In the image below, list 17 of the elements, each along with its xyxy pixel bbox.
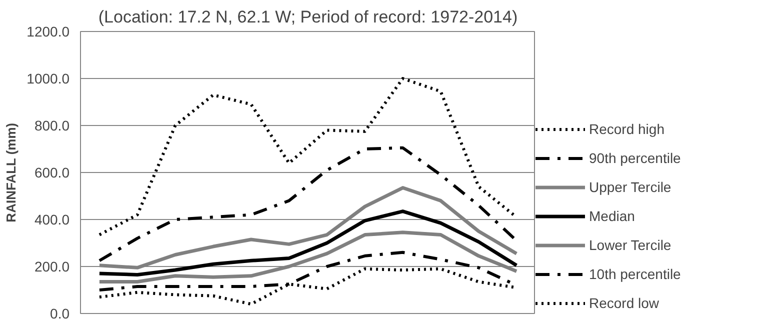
- legend-label: 90th percentile: [589, 150, 681, 166]
- y-axis-title: RAINFALL (mm): [4, 122, 19, 222]
- legend-label: Upper Tercile: [589, 179, 672, 195]
- legend-label: 10th percentile: [589, 266, 681, 282]
- y-tick-label: 1200.0: [26, 24, 70, 40]
- legend-label: Record low: [589, 295, 660, 311]
- y-tick-label: 800.0: [34, 118, 70, 134]
- legend-label: Median: [589, 208, 635, 224]
- legend-label: Lower Tercile: [589, 237, 672, 253]
- line-series: [98, 210, 518, 276]
- y-tick-label: 600.0: [34, 164, 70, 180]
- y-tick-label: 0.0: [50, 306, 70, 321]
- legend-label: Record high: [589, 121, 664, 137]
- chart-title: (Location: 17.2 N, 62.1 W; Period of record: 1972-2014): [98, 8, 518, 26]
- y-tick-label: 1000.0: [26, 70, 70, 86]
- y-tick-label: 200.0: [34, 258, 70, 274]
- y-tick-label: 400.0: [34, 212, 70, 228]
